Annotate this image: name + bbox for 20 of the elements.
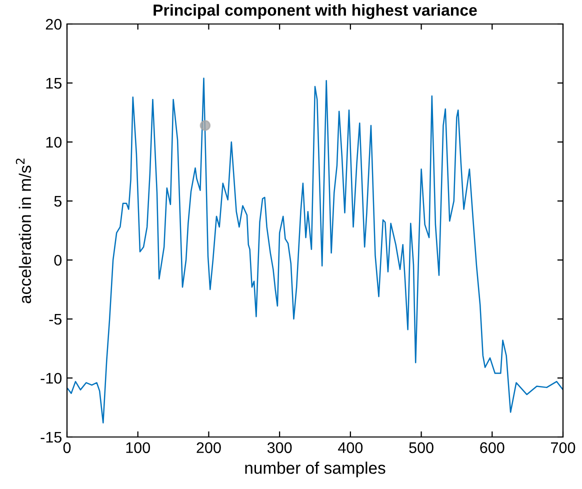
x-tick-label: 100 bbox=[126, 442, 150, 454]
x-tick-label: 700 bbox=[551, 442, 576, 454]
x-tick-label: 500 bbox=[409, 442, 434, 454]
y-tick-label: 15 bbox=[46, 78, 62, 89]
line-series bbox=[67, 78, 563, 424]
y-tick-label: -5 bbox=[49, 314, 62, 325]
x-tick-label: 300 bbox=[267, 442, 292, 454]
x-tick-label: 400 bbox=[338, 442, 363, 454]
y-tick-label: 10 bbox=[46, 136, 62, 148]
y-axis-title: acceleration in m/s$^{2}$ bbox=[16, 158, 32, 304]
x-tick-label: 0 bbox=[63, 442, 71, 454]
x-tick-label: 600 bbox=[480, 442, 504, 454]
y-tick-label: 0 bbox=[54, 254, 62, 266]
x-tick-label: 200 bbox=[196, 442, 221, 454]
x-axis-title: number of samples bbox=[245, 462, 386, 478]
chart-title: Principal component with highest variance bbox=[154, 4, 477, 20]
y-tick-label: 5 bbox=[54, 196, 62, 207]
y-tick-label: -10 bbox=[40, 372, 62, 384]
y-tick-label: -15 bbox=[40, 432, 62, 443]
y-tick-label: 20 bbox=[46, 18, 62, 30]
